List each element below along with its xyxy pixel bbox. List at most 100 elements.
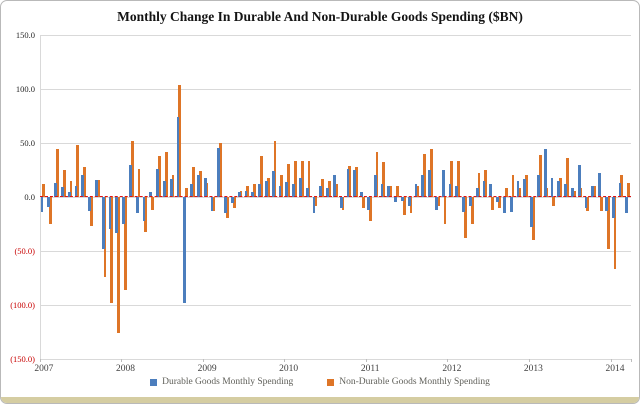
bar-durable-2008-09: [176, 117, 180, 197]
bar-durable-2007-12: [115, 197, 119, 233]
bar-durable-2013-12: [604, 197, 608, 212]
bar-nondurable-2013-10: [593, 186, 596, 197]
bar-durable-2008-02: [128, 164, 132, 197]
bar-durable-2013-06: [564, 184, 567, 197]
bar-durable-2007-04: [60, 187, 64, 197]
bar-nondurable-2012-09: [504, 188, 508, 197]
bar-durable-2008-12: [196, 175, 200, 197]
bar-durable-2012-05: [475, 188, 479, 197]
bar-durable-2011-07: [407, 197, 411, 206]
bar-durable-2007-05: [67, 191, 71, 197]
bar-durable-2008-03: [135, 197, 139, 214]
y-axis-label: 50.0: [20, 138, 35, 148]
gridline--150: [39, 359, 631, 360]
bar-nondurable-2012-06: [484, 170, 488, 197]
bar-nondurable-2008-03: [137, 168, 141, 197]
x-axis-tickmark: [631, 359, 632, 362]
x-axis-year-label: 2009: [197, 364, 217, 374]
bar-durable-2007-03: [54, 182, 58, 197]
bar-nondurable-2013-04: [552, 197, 556, 206]
bar-durable-2011-01: [366, 197, 370, 210]
bar-nondurable-2012-08: [497, 197, 501, 208]
bar-durable-2009-05: [230, 197, 234, 204]
bar-nondurable-2008-07: [164, 151, 168, 197]
bar-durable-2012-08: [496, 197, 499, 203]
bar-durable-2013-10: [591, 186, 595, 197]
bar-nondurable-2007-11: [110, 197, 114, 303]
bar-nondurable-2012-12: [525, 175, 528, 197]
bar-nondurable-2009-10: [266, 177, 270, 197]
bar-durable-2013-01: [530, 197, 533, 228]
bar-nondurable-2011-09: [423, 153, 427, 197]
bar-durable-2009-01: [203, 177, 207, 197]
bar-nondurable-2009-01: [205, 182, 209, 197]
bar-nondurable-2013-09: [586, 197, 590, 212]
bar-nondurable-2010-10: [348, 165, 352, 197]
bar-nondurable-2009-12: [280, 175, 284, 197]
bar-nondurable-2010-01: [287, 163, 291, 197]
bar-durable-2009-09: [258, 184, 262, 197]
bar-durable-2007-06: [74, 186, 78, 197]
bar-nondurable-2008-05: [151, 197, 155, 210]
bar-nondurable-2011-03: [382, 162, 386, 197]
legend-item-nondurable: Non-Durable Goods Monthly Spending: [327, 377, 490, 387]
bar-nondurable-2008-02: [130, 140, 134, 197]
bar-durable-2012-06: [482, 180, 486, 197]
bar-durable-2007-09: [94, 179, 98, 197]
gridline--100: [39, 305, 631, 306]
bar-nondurable-2010-03: [300, 161, 304, 197]
bar-nondurable-2007-08: [89, 197, 93, 227]
gridline-50: [39, 143, 631, 144]
zero-line: [39, 196, 631, 197]
y-axis-line: [39, 35, 41, 359]
bar-durable-2008-06: [156, 168, 160, 197]
bar-durable-2007-01: [40, 197, 44, 213]
bar-durable-2010-10: [346, 168, 350, 197]
legend: Durable Goods Monthly Spending Non-Durab…: [1, 377, 639, 387]
gridline-0: [39, 197, 631, 198]
bar-nondurable-2010-02: [293, 161, 297, 197]
x-axis-year-label: 2010: [279, 364, 299, 374]
bar-durable-2013-08: [577, 164, 581, 197]
bar-nondurable-2010-12: [361, 197, 365, 208]
bar-nondurable-2007-12: [117, 197, 121, 334]
bar-nondurable-2014-01: [613, 197, 617, 270]
bar-nondurable-2009-08: [253, 184, 257, 197]
bar-durable-2012-01: [448, 184, 452, 197]
bar-durable-2013-11: [598, 173, 601, 197]
bar-nondurable-2010-07: [327, 180, 331, 197]
durable-swatch-icon: [150, 378, 158, 386]
bar-nondurable-2008-01: [123, 197, 127, 290]
bar-nondurable-2011-10: [429, 149, 433, 197]
bar-nondurable-2011-07: [409, 197, 413, 214]
bar-nondurable-2011-02: [375, 151, 379, 197]
bar-durable-2012-03: [462, 197, 466, 213]
bar-nondurable-2012-02: [457, 161, 461, 197]
x-axis-year-label: 2012: [442, 364, 462, 374]
bar-durable-2007-10: [101, 197, 105, 249]
bar-durable-2010-06: [319, 186, 323, 197]
bar-nondurable-2010-11: [355, 166, 359, 197]
bar-durable-2012-10: [509, 197, 513, 213]
bar-durable-2009-12: [278, 186, 282, 197]
bar-nondurable-2013-02: [538, 154, 542, 197]
bar-durable-2010-01: [285, 181, 289, 197]
bar-durable-2008-08: [169, 178, 173, 197]
bar-nondurable-2007-04: [62, 170, 66, 197]
bar-durable-2007-11: [108, 197, 112, 230]
bar-nondurable-2013-03: [545, 188, 549, 197]
bar-nondurable-2011-04: [389, 186, 393, 197]
y-axis-label: (50.0): [14, 246, 35, 256]
x-axis-year-label: 2011: [360, 364, 380, 374]
bar-durable-2010-07: [326, 188, 330, 197]
bar-durable-2008-01: [122, 197, 126, 224]
bar-durable-2011-11: [434, 197, 438, 210]
bar-nondurable-2011-06: [402, 197, 406, 216]
bar-nondurable-2010-08: [334, 184, 338, 197]
bar-durable-2011-05: [394, 197, 398, 203]
bar-durable-2009-11: [271, 171, 275, 197]
bar-nondurable-2009-07: [246, 186, 250, 197]
bar-durable-2010-11: [353, 170, 357, 197]
bar-durable-2013-02: [536, 175, 540, 197]
